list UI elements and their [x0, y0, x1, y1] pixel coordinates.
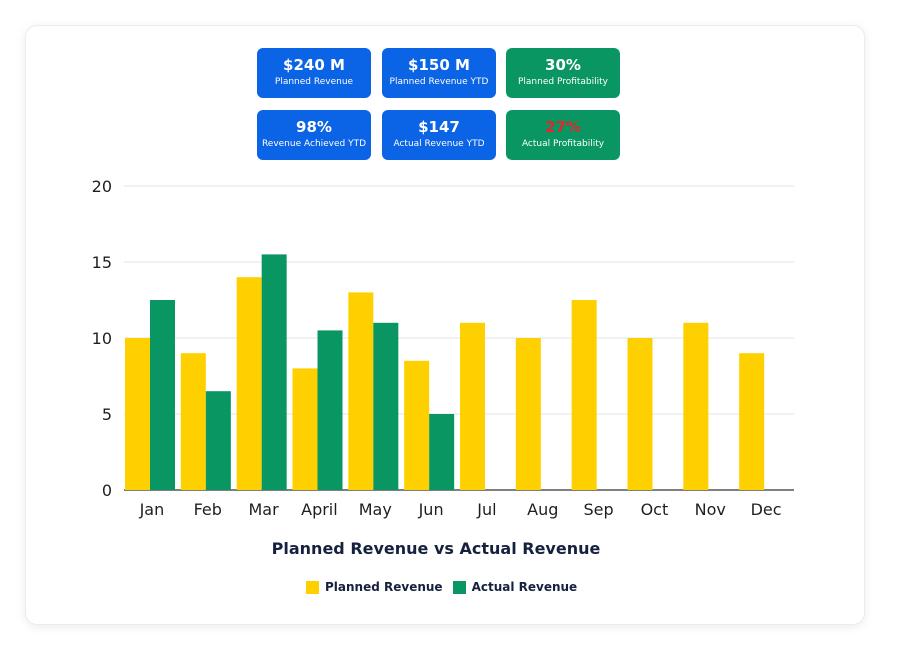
x-tick-label: Oct	[641, 500, 669, 519]
y-tick-label: 15	[92, 253, 112, 272]
kpi-planned-revenue-ytd: $150 M Planned Revenue YTD	[382, 48, 496, 98]
chart-title: Planned Revenue vs Actual Revenue	[272, 539, 601, 558]
bar-actual-revenue-mar	[261, 254, 287, 490]
kpi-label: Actual Revenue YTD	[393, 139, 485, 149]
x-tick-label: Jan	[139, 500, 165, 519]
x-tick-label: May	[359, 500, 392, 519]
bar-planned-revenue-oct	[627, 338, 653, 490]
y-tick-label: 0	[102, 481, 112, 500]
x-tick-label: Nov	[695, 500, 726, 519]
bar-actual-revenue-jan	[150, 300, 175, 490]
kpi-label: Actual Profitability	[521, 139, 605, 149]
legend-item-actual: Actual Revenue	[452, 580, 578, 594]
chart-legend: Planned Revenue Actual Revenue	[306, 580, 587, 594]
x-tick-label: Mar	[248, 500, 279, 519]
bar-planned-revenue-aug	[515, 338, 541, 490]
legend-label: Actual Revenue	[471, 580, 578, 594]
kpi-actual-revenue-ytd: $147 Actual Revenue YTD	[382, 110, 496, 160]
bar-planned-revenue-april	[292, 368, 318, 490]
kpi-label: Planned Profitability	[517, 77, 609, 87]
bar-actual-revenue-feb	[205, 391, 231, 490]
bar-planned-revenue-feb	[180, 353, 206, 490]
y-tick-label: 10	[92, 329, 112, 348]
x-axis-ticks: Jan Feb Mar April May Jun Jul Aug Sep Oct Nov Dec	[139, 500, 782, 519]
kpi-value: 98%	[296, 118, 332, 136]
y-axis-ticks: 0 5 10 15 20	[92, 177, 112, 500]
kpi-revenue-achieved-ytd: 98% Revenue Achieved YTD	[257, 110, 371, 160]
legend-swatch	[452, 580, 466, 594]
bar-planned-revenue-mar	[236, 277, 262, 490]
kpi-label: Planned Revenue YTD	[389, 77, 489, 87]
legend-label: Planned Revenue	[325, 580, 443, 594]
kpi-value: $147	[418, 118, 460, 136]
kpi-actual-profitability: 27% Actual Profitability	[506, 110, 620, 160]
x-tick-label: Sep	[584, 500, 614, 519]
y-tick-label: 20	[92, 177, 112, 196]
bar-planned-revenue-dec	[739, 353, 765, 490]
x-tick-label: Jul	[476, 500, 496, 519]
legend-item-planned: Planned Revenue	[306, 580, 443, 594]
x-tick-label: Jun	[418, 500, 444, 519]
x-tick-label: Aug	[527, 500, 558, 519]
bar-planned-revenue-nov	[683, 322, 709, 490]
y-tick-label: 5	[102, 405, 112, 424]
x-tick-label: April	[301, 500, 338, 519]
bar-actual-revenue-jun	[429, 414, 455, 490]
kpi-value: $150 M	[408, 56, 470, 74]
kpi-label: Revenue Achieved YTD	[261, 139, 367, 149]
bar-planned-revenue-may	[348, 292, 374, 490]
x-tick-label: Feb	[194, 500, 222, 519]
kpi-value: 30%	[545, 56, 581, 74]
bar-actual-revenue-may	[373, 322, 399, 490]
bar-planned-revenue-jan	[125, 338, 150, 490]
legend-swatch	[306, 580, 319, 594]
chart-bars	[125, 254, 765, 490]
bar-planned-revenue-jun	[404, 360, 430, 490]
kpi-value: 27%	[545, 118, 581, 136]
kpi-planned-revenue: $240 M Planned Revenue	[257, 48, 371, 98]
x-tick-label: Dec	[751, 500, 782, 519]
kpi-planned-profitability: 30% Planned Profitability	[506, 48, 620, 98]
bar-planned-revenue-sep	[571, 300, 597, 490]
kpi-label: Planned Revenue	[274, 77, 354, 87]
kpi-value: $240 M	[283, 56, 345, 74]
bar-planned-revenue-jul	[460, 322, 485, 490]
chart-grid	[124, 185, 794, 491]
bar-actual-revenue-april	[317, 330, 343, 490]
